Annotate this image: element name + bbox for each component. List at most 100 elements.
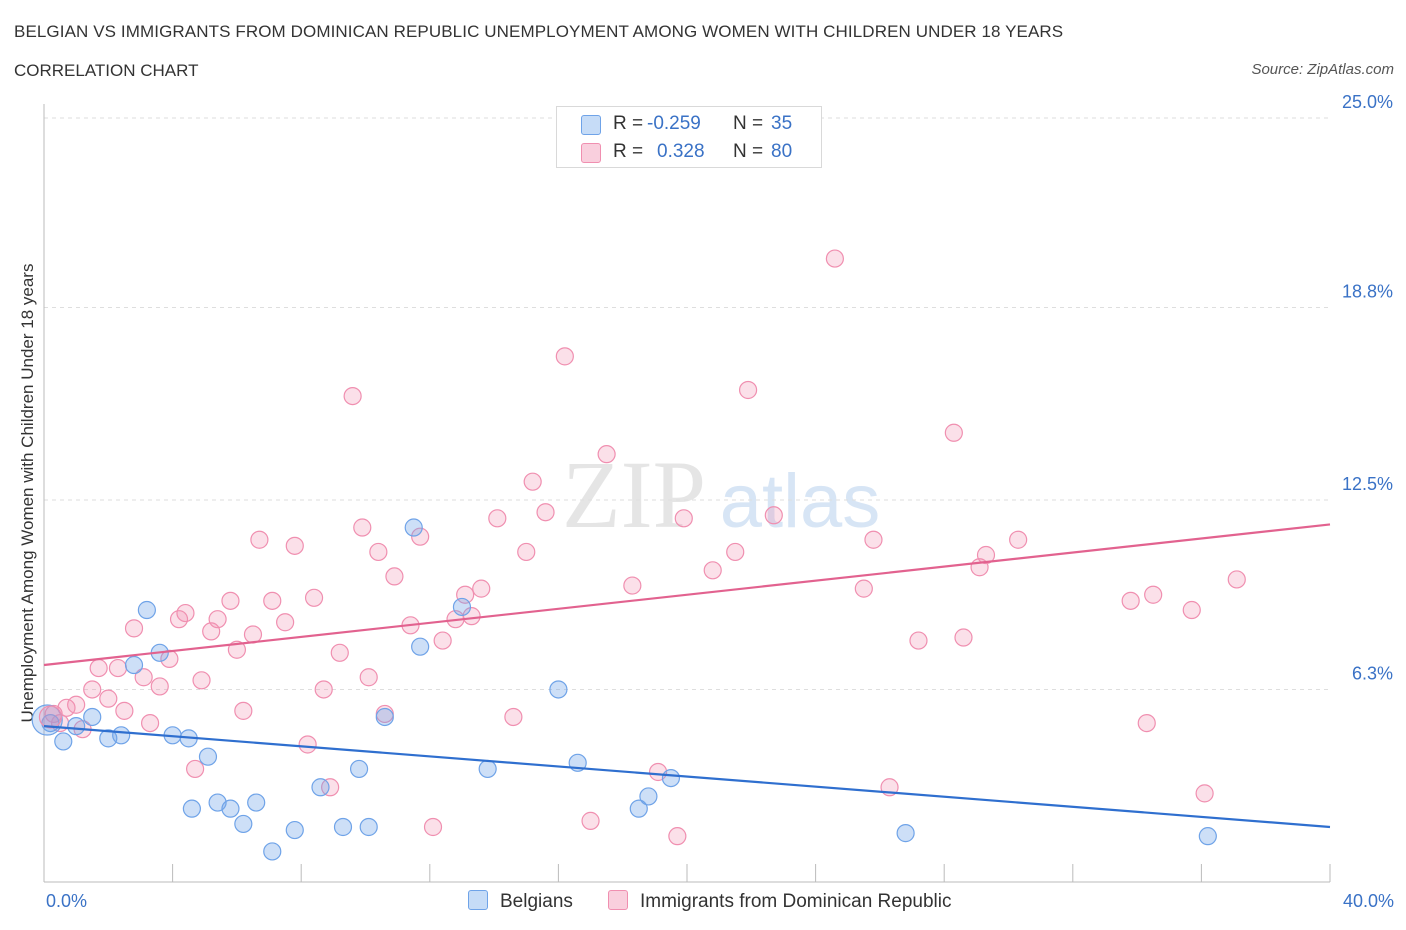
belgian-point: [67, 717, 86, 736]
dominican-point: [726, 542, 745, 562]
belgian-point: [411, 637, 430, 656]
source-credit: Source: ZipAtlas.com: [1251, 61, 1394, 78]
dominican-point: [285, 536, 304, 555]
dominican-legend-label: Immigrants from Dominican Republic: [640, 891, 952, 912]
trend-lines: [43, 523, 1331, 829]
dominican-point: [555, 347, 574, 366]
dominican-point: [623, 576, 642, 595]
dominican-point: [108, 658, 128, 678]
dominican-point: [314, 680, 333, 699]
dominican-point: [581, 811, 600, 830]
r-value: 0.328: [657, 141, 705, 162]
dominican-point: [1121, 591, 1140, 610]
n-value: 35: [771, 113, 793, 134]
dominican-point: [298, 735, 317, 754]
belgian-point: [478, 759, 497, 779]
dominican-point: [462, 607, 481, 626]
dominican-point: [330, 643, 349, 662]
belgian-point: [661, 768, 681, 788]
n-label: N =: [733, 141, 764, 162]
dominican-point: [976, 545, 996, 565]
dominican-point: [674, 509, 693, 528]
dominican-point: [523, 472, 542, 491]
dominican-point: [369, 542, 388, 562]
dominican-point: [536, 503, 555, 522]
dominican-point: [909, 631, 928, 650]
dominican-point: [385, 567, 404, 586]
dominican-point: [668, 827, 687, 846]
dominican-point: [359, 668, 378, 687]
dominican-point: [140, 713, 160, 733]
belgian-point: [896, 824, 915, 843]
chart-subtitle: CORRELATION CHART: [14, 61, 199, 80]
belgian-point: [639, 787, 658, 806]
dominican-point: [1195, 784, 1214, 803]
legend-item-belgians: Belgians: [468, 890, 573, 913]
dominican-point: [304, 588, 324, 607]
dominican-point: [411, 527, 430, 546]
y-tick-labels: 6.3% 12.5% 18.8% 25.0%: [1342, 92, 1393, 683]
dominican-point: [276, 613, 295, 632]
dominican-point: [221, 591, 240, 610]
r-value: -0.259: [647, 113, 701, 134]
dominican-legend-swatch: [608, 890, 628, 910]
dominican-point: [954, 628, 973, 647]
dominican-trend-line: [43, 523, 1331, 667]
y-tick-label: 12.5%: [1342, 474, 1393, 494]
data-points: [31, 249, 1246, 861]
dominican-point: [854, 579, 873, 598]
r-label: R =: [613, 113, 644, 134]
dominican-point: [864, 530, 883, 549]
dominican-point: [38, 705, 63, 729]
belgian-point: [359, 817, 378, 837]
dominican-point: [243, 625, 263, 644]
dominican-point: [321, 778, 340, 797]
belgian-point: [349, 759, 369, 779]
dominican-point: [488, 509, 507, 528]
correlation-legend: R = -0.259 N = 35 R = 0.328 N = 80: [556, 106, 822, 168]
belgian-point: [124, 655, 144, 675]
dominican-point: [1137, 713, 1156, 733]
dominican-point: [825, 249, 844, 268]
dominican-point: [83, 680, 102, 699]
belgian-point: [333, 817, 353, 837]
y-tick-label: 25.0%: [1342, 92, 1393, 112]
belgians-legend-label: Belgians: [500, 891, 573, 912]
belgian-point: [221, 799, 240, 818]
dominican-point: [250, 530, 269, 549]
belgian-point: [234, 814, 253, 834]
belgians-swatch: [581, 115, 601, 135]
belgian-point: [247, 793, 266, 812]
dominican-point: [504, 707, 523, 727]
dominican-point: [99, 689, 118, 708]
dominican-point: [764, 506, 783, 525]
belgian-point: [198, 747, 218, 766]
y-tick-label: 18.8%: [1342, 281, 1393, 301]
belgian-point: [54, 732, 73, 751]
dominican-point: [234, 701, 253, 720]
dominican-point: [597, 445, 616, 464]
x-tick-min: 0.0%: [46, 891, 88, 911]
belgian-point: [137, 600, 156, 620]
belgians-legend-swatch: [468, 890, 488, 910]
dominican-point: [208, 610, 227, 629]
dominican-point: [176, 603, 195, 623]
dominican-point: [353, 518, 372, 537]
dominican-point: [1144, 585, 1163, 604]
dominican-point: [263, 591, 282, 610]
belgian-point: [83, 707, 102, 727]
y-tick-label: 6.3%: [1352, 663, 1393, 683]
dominican-point: [343, 386, 362, 406]
belgian-point: [629, 799, 648, 818]
dominican-point: [192, 671, 211, 690]
dominican-point: [738, 380, 758, 400]
belgian-point: [375, 707, 394, 727]
dominican-point: [944, 423, 963, 442]
dominican-point: [433, 631, 452, 650]
axes: [43, 104, 1331, 883]
r-label: R =: [613, 141, 644, 162]
legend-item-dominican: Immigrants from Dominican Republic: [608, 890, 952, 913]
belgians-trend-line: [43, 725, 1331, 829]
dominican-point: [124, 619, 144, 638]
dominican-point: [89, 658, 108, 678]
